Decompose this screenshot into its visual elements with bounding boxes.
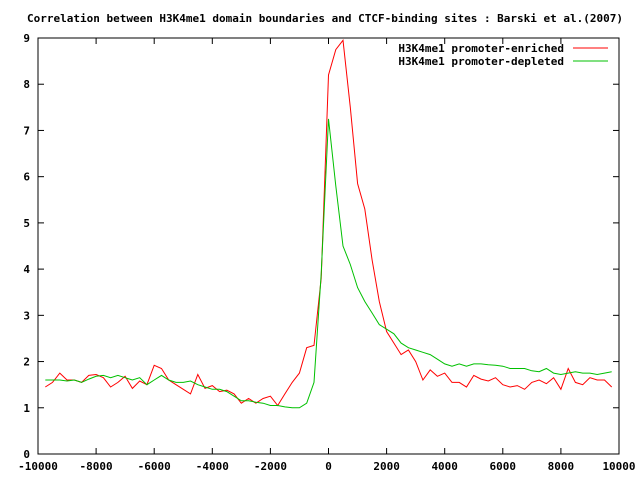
y-tick-label: 4	[23, 263, 30, 276]
plot-frame	[37, 37, 620, 455]
y-tick-label: 0	[23, 448, 30, 461]
y-tick-label: 7	[23, 124, 30, 137]
chart-title: Correlation between H3K4me1 domain bound…	[27, 12, 623, 25]
x-tick-label: -8000	[80, 460, 113, 473]
x-tick-label: -4000	[196, 460, 229, 473]
x-tick-label: 6000	[490, 460, 517, 473]
y-tick-label: 1	[23, 402, 30, 415]
y-tick-label: 6	[23, 171, 30, 184]
y-tick-label: 8	[23, 78, 30, 91]
y-axis: 0 1 2 3 4 5 6 7 8 9	[23, 32, 619, 461]
legend-label-2: H3K4me1 promoter-depleted	[398, 55, 564, 68]
x-tick-label: 4000	[431, 460, 458, 473]
x-tick-label: 0	[325, 460, 332, 473]
series-layer	[45, 39, 613, 409]
x-axis: -10000 -8000 -6000 -4000 -2000 0 2000 4000 6000 8…	[18, 38, 636, 473]
legend-label-1: H3K4me1 promoter-enriched	[398, 42, 564, 55]
y-tick-label: 5	[23, 217, 30, 230]
series-line-2	[45, 118, 612, 409]
x-tick-label: -6000	[138, 460, 171, 473]
x-tick-label: 2000	[373, 460, 400, 473]
y-tick-label: 9	[23, 32, 30, 45]
x-tick-label: 10000	[602, 460, 635, 473]
x-tick-label: -10000	[18, 460, 58, 473]
y-tick-label: 2	[23, 356, 30, 369]
series-line-1	[45, 39, 613, 407]
x-tick-label: 8000	[548, 460, 575, 473]
y-tick-label: 3	[23, 309, 30, 322]
x-tick-label: -2000	[254, 460, 287, 473]
